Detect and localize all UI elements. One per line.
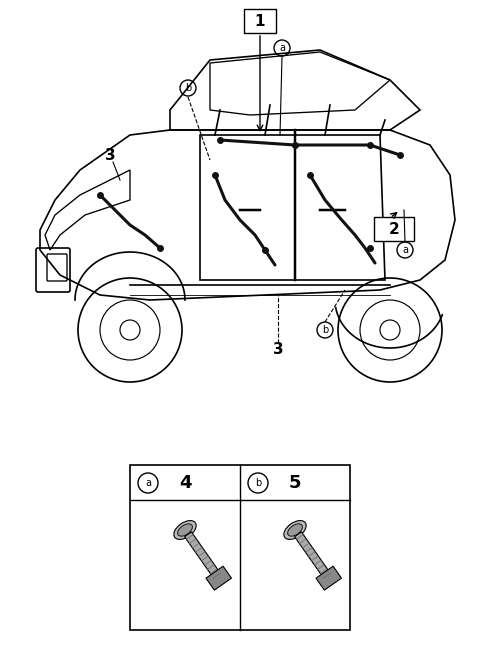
Ellipse shape: [288, 524, 302, 536]
FancyBboxPatch shape: [374, 217, 414, 241]
FancyBboxPatch shape: [295, 532, 332, 579]
FancyBboxPatch shape: [185, 532, 222, 579]
Text: b: b: [255, 478, 261, 488]
Text: b: b: [185, 83, 191, 93]
Text: 2: 2: [389, 222, 399, 237]
Text: a: a: [279, 43, 285, 53]
FancyBboxPatch shape: [316, 566, 341, 590]
FancyBboxPatch shape: [206, 566, 231, 590]
Text: a: a: [145, 478, 151, 488]
Text: 3: 3: [273, 343, 283, 358]
Text: a: a: [402, 245, 408, 255]
Ellipse shape: [178, 524, 192, 536]
Text: 4: 4: [179, 474, 191, 492]
FancyBboxPatch shape: [244, 9, 276, 33]
Text: b: b: [322, 325, 328, 335]
Ellipse shape: [284, 521, 306, 540]
Text: 5: 5: [289, 474, 301, 492]
Bar: [130, 465, 350, 630]
Ellipse shape: [174, 521, 196, 540]
Text: 1: 1: [255, 14, 265, 29]
Text: 3: 3: [105, 148, 115, 162]
